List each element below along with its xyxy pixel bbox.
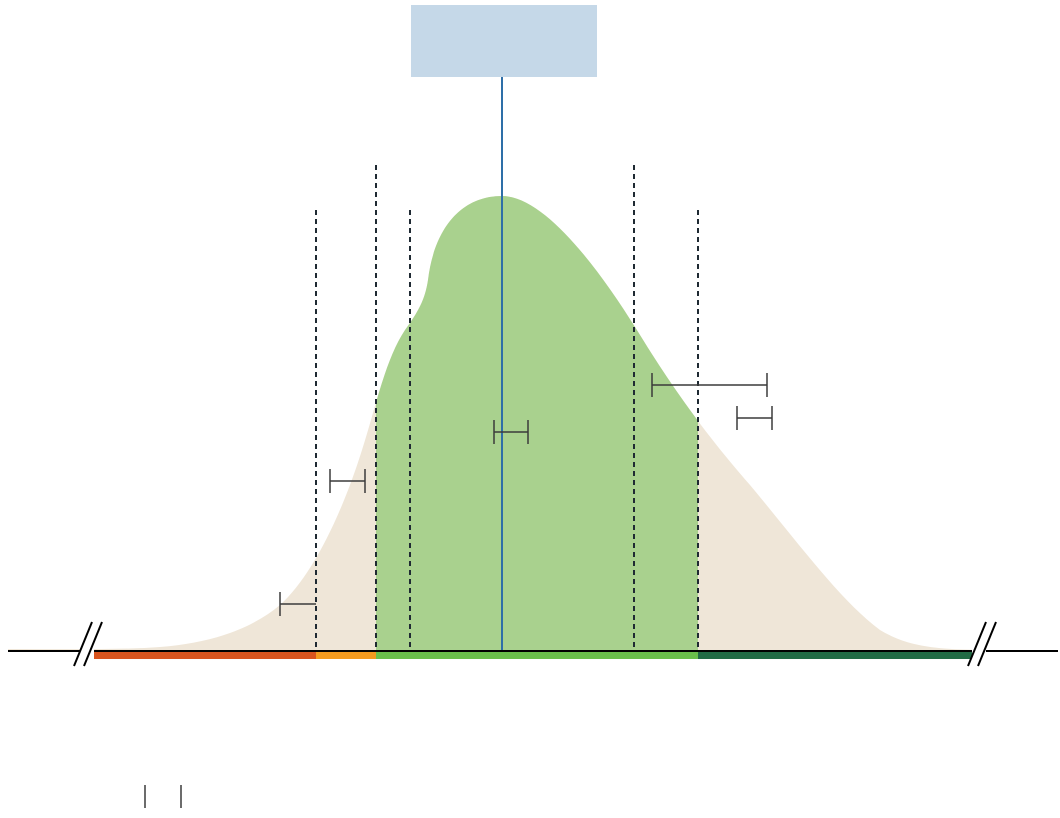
range-segment	[316, 651, 376, 659]
error-bar	[493, 420, 529, 444]
axis-breaks	[73, 621, 997, 667]
axis-break-mark	[967, 621, 987, 667]
axis-break-mark	[977, 621, 997, 667]
dashed-lines	[315, 165, 699, 651]
legend-ticks	[144, 785, 182, 808]
range-segment	[698, 651, 976, 659]
axis-break-mark	[83, 621, 103, 667]
range-bar	[88, 651, 976, 659]
error-bars	[279, 373, 773, 616]
error-bar	[279, 592, 316, 616]
axis-break-gap	[80, 640, 94, 662]
range-segment	[88, 651, 316, 659]
title-box	[411, 5, 597, 77]
error-bar	[736, 406, 773, 430]
axis-break-mark	[73, 621, 93, 667]
error-bar	[651, 373, 768, 397]
range-segment	[376, 651, 698, 659]
error-bar	[329, 469, 366, 493]
highlighted-distribution	[376, 196, 698, 652]
